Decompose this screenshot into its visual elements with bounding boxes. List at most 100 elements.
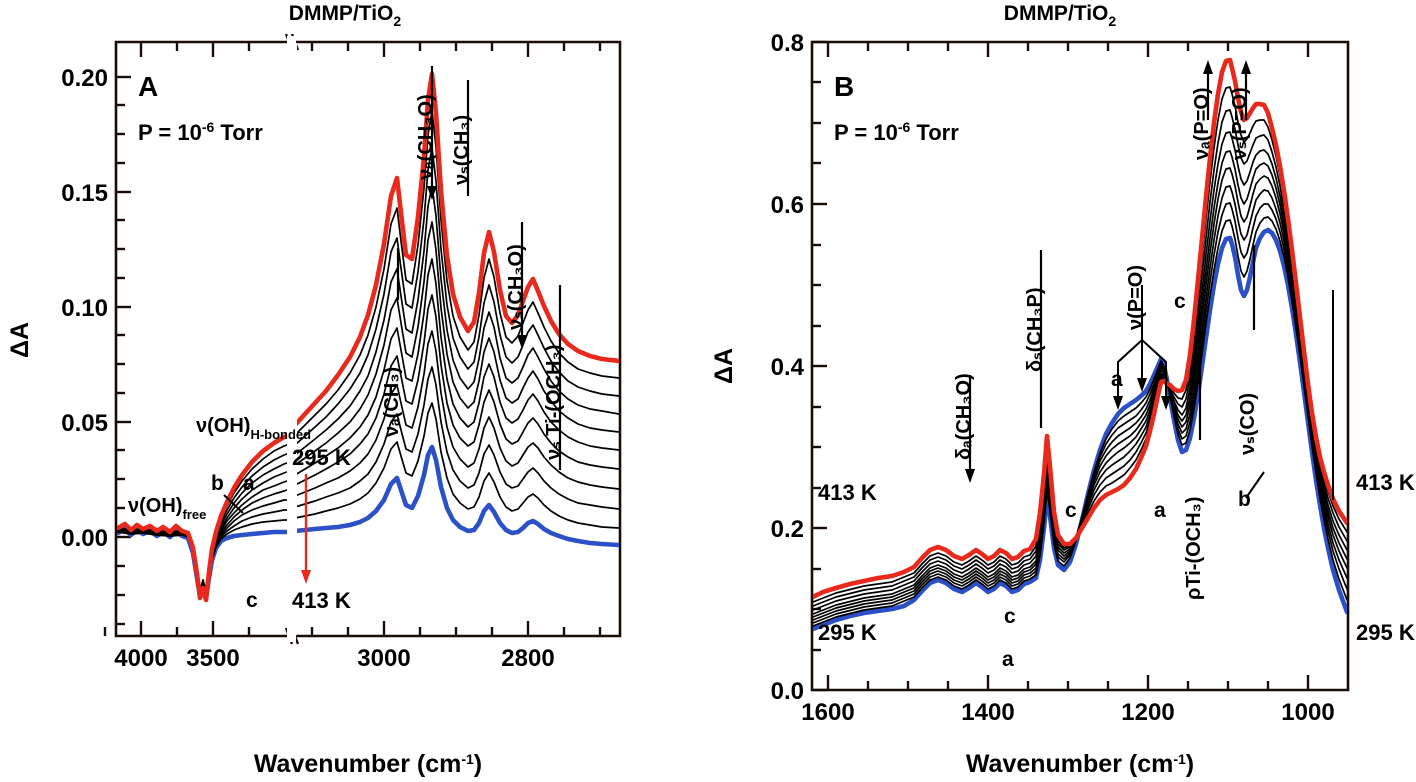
spectrum-413K <box>813 57 1347 600</box>
curve-letter-a-far-left: a <box>1002 648 1014 671</box>
panel-a-pressure: P = 10-6 Torr <box>138 119 263 145</box>
annotation-label: δₐ(CH₃O) <box>953 373 975 460</box>
annotation-label: ρTi-(OCH₃) <box>1183 497 1205 600</box>
panel-b-y-tick-labels: 0.8 0.6 0.4 0.2 0.0 <box>771 30 805 705</box>
annotation-label: νₐ(P=O) <box>1191 87 1213 160</box>
svg-text:DMMP/TiO2: DMMP/TiO2 <box>1004 2 1117 29</box>
panel-b-x-ticks <box>826 675 1310 690</box>
title-subscript: 2 <box>1108 13 1116 29</box>
annotation-nu-oh-free: ν(OH)free <box>128 495 206 522</box>
annotation-nu-a-p-o: νₐ(P=O) <box>1191 60 1213 160</box>
temp-label-295K-right: 295 K <box>1356 620 1415 645</box>
annotation-rho-ti-och3: ρTi-(OCH₃) <box>1183 310 1205 600</box>
panel-b-x-tick-labels: 1600 1400 1200 1000 <box>801 699 1334 726</box>
panel-a-x-axis-title: Wavenumber (cm-1) <box>254 750 482 778</box>
annotation-label: δₛ(CH₃P) <box>1024 287 1046 372</box>
annotation-nu-s-ti-och3: νₛ Ti-(OCH₃) <box>543 285 565 470</box>
annotation-subscript: H-bonded <box>250 427 311 442</box>
y-tick-label: 0.00 <box>61 525 108 552</box>
panel-a-title: DMMP/TiO2 <box>289 2 402 29</box>
y-tick-label: 0.15 <box>61 180 108 207</box>
arrowhead-down-icon <box>965 469 975 483</box>
panel-b-x-ticks-top <box>826 42 1310 57</box>
title-subscript: 2 <box>393 13 401 29</box>
annotation-nu-oh-hbonded: ν(OH)H-bonded <box>196 415 311 442</box>
arrowhead-up-icon <box>1241 60 1251 74</box>
x-axis-base: Wavenumber (cm <box>254 750 461 778</box>
arrowhead-down-icon <box>1113 396 1123 410</box>
annotation-label: νₛ(P=O) <box>1229 87 1251 160</box>
x-tick-label: 1200 <box>1121 699 1174 726</box>
panel-b-frame <box>810 40 1350 692</box>
temperature-direction-arrow <box>301 474 311 584</box>
spectrum-295K <box>813 227 1347 632</box>
panel-a-spectra <box>117 71 619 603</box>
curve-letter-b-leader <box>223 494 244 514</box>
temp-label-413K: 413 K <box>292 588 351 613</box>
x-tick-label: 3000 <box>357 645 410 672</box>
annotation-label: νₛ Ti-(OCH₃) <box>543 345 565 460</box>
pressure-exponent: -6 <box>898 119 911 135</box>
x-tick-label: 2800 <box>501 645 554 672</box>
annotation-delta-s-ch3p: δₛ(CH₃P) <box>1024 250 1046 428</box>
spectrum-413K <box>117 444 619 601</box>
panel-a-break-gap <box>287 43 297 635</box>
x-tick-label: 1600 <box>801 699 854 726</box>
y-tick-label: 0.8 <box>771 30 804 57</box>
spectrum-intermediate <box>813 167 1347 618</box>
curve-letter-a: a <box>243 472 255 495</box>
panel-b-container: DMMP/TiO2 0.8 0.6 0.4 0.2 0.0 ΔA 1600 14… <box>708 0 1416 782</box>
spectrum-intermediate <box>813 150 1347 615</box>
x-tick-label: 3500 <box>186 645 239 672</box>
x-tick-label: 1000 <box>1281 699 1334 726</box>
annotation-nu-s-p-o: νₛ(P=O) <box>1229 60 1251 160</box>
pressure-suffix: Torr <box>214 120 263 145</box>
pressure-prefix: P = 10 <box>834 120 898 145</box>
panel-a-x-tick-labels: 4000 3500 3000 2800 <box>114 645 554 672</box>
panel-a-frame <box>114 40 622 638</box>
annotation-nu-a-ch3o: νₐ(CH₃O) <box>415 66 437 200</box>
curve-letter-a-prime: a <box>1111 368 1123 391</box>
curve-letter-b: b <box>211 472 224 495</box>
x-axis-superscript: -1 <box>1173 751 1186 767</box>
annotation-label: νₐ(CH₃O) <box>415 94 437 180</box>
arrowhead-up-icon <box>1203 60 1213 74</box>
annotation-nu-s-co: νₛ(CO) <box>1237 245 1259 455</box>
x-axis-tail: ) <box>1186 750 1194 778</box>
annotation-label: ν(OH) <box>196 415 250 437</box>
x-axis-tail: ) <box>474 750 482 778</box>
pressure-suffix: Torr <box>910 120 959 145</box>
spectrum-intermediate <box>813 216 1347 627</box>
temp-label-295K-left: 295 K <box>818 620 877 645</box>
arrowhead-down-icon <box>427 186 437 200</box>
spectrum-intermediate <box>813 202 1347 624</box>
panel-b-pressure: P = 10-6 Torr <box>834 119 959 145</box>
curve-letter-b: b <box>1238 488 1251 511</box>
annotation-nu-p-o: ν(P=O) <box>1113 265 1171 410</box>
arrowhead-down-icon <box>1137 378 1147 392</box>
annotation-label: ν(OH) <box>128 495 182 517</box>
temp-label-295K: 295 K <box>292 445 351 470</box>
panel-a-container: DMMP/TiO2 0.20 0.15 0.10 0.05 0.00 ΔA <box>6 2 622 778</box>
arrowhead-down-icon <box>517 335 527 349</box>
annotation-nu-a-ch3: νₐ(CH₃) <box>381 248 403 437</box>
panel-a-y-tick-labels: 0.20 0.15 0.10 0.05 0.00 <box>61 65 108 552</box>
panel-a-x-ticks <box>103 621 602 636</box>
y-tick-label: 0.20 <box>61 65 108 92</box>
curve-letter-c-far-left: c <box>1004 605 1016 628</box>
y-tick-label: 0.4 <box>771 354 805 381</box>
panel-a-y-ticks <box>116 75 131 626</box>
panel-a-x-ticks-top <box>139 42 602 57</box>
pressure-exponent: -6 <box>202 119 215 135</box>
y-tick-label: 0.6 <box>771 192 804 219</box>
panel-a-letter: A <box>138 71 158 102</box>
curve-letter-a-mid: a <box>1154 499 1166 522</box>
panel-b-spectra <box>813 57 1347 632</box>
pressure-prefix: P = 10 <box>138 120 202 145</box>
temp-label-413K-left: 413 K <box>818 480 877 505</box>
curve-letter-c-left: c <box>1065 499 1077 522</box>
x-tick-label: 1400 <box>961 699 1014 726</box>
annotation-label: νₛ(CO) <box>1237 393 1259 455</box>
annotation-nu-s-ch3: νₛ(CH₃) <box>451 80 473 196</box>
x-axis-base: Wavenumber (cm <box>966 750 1173 778</box>
